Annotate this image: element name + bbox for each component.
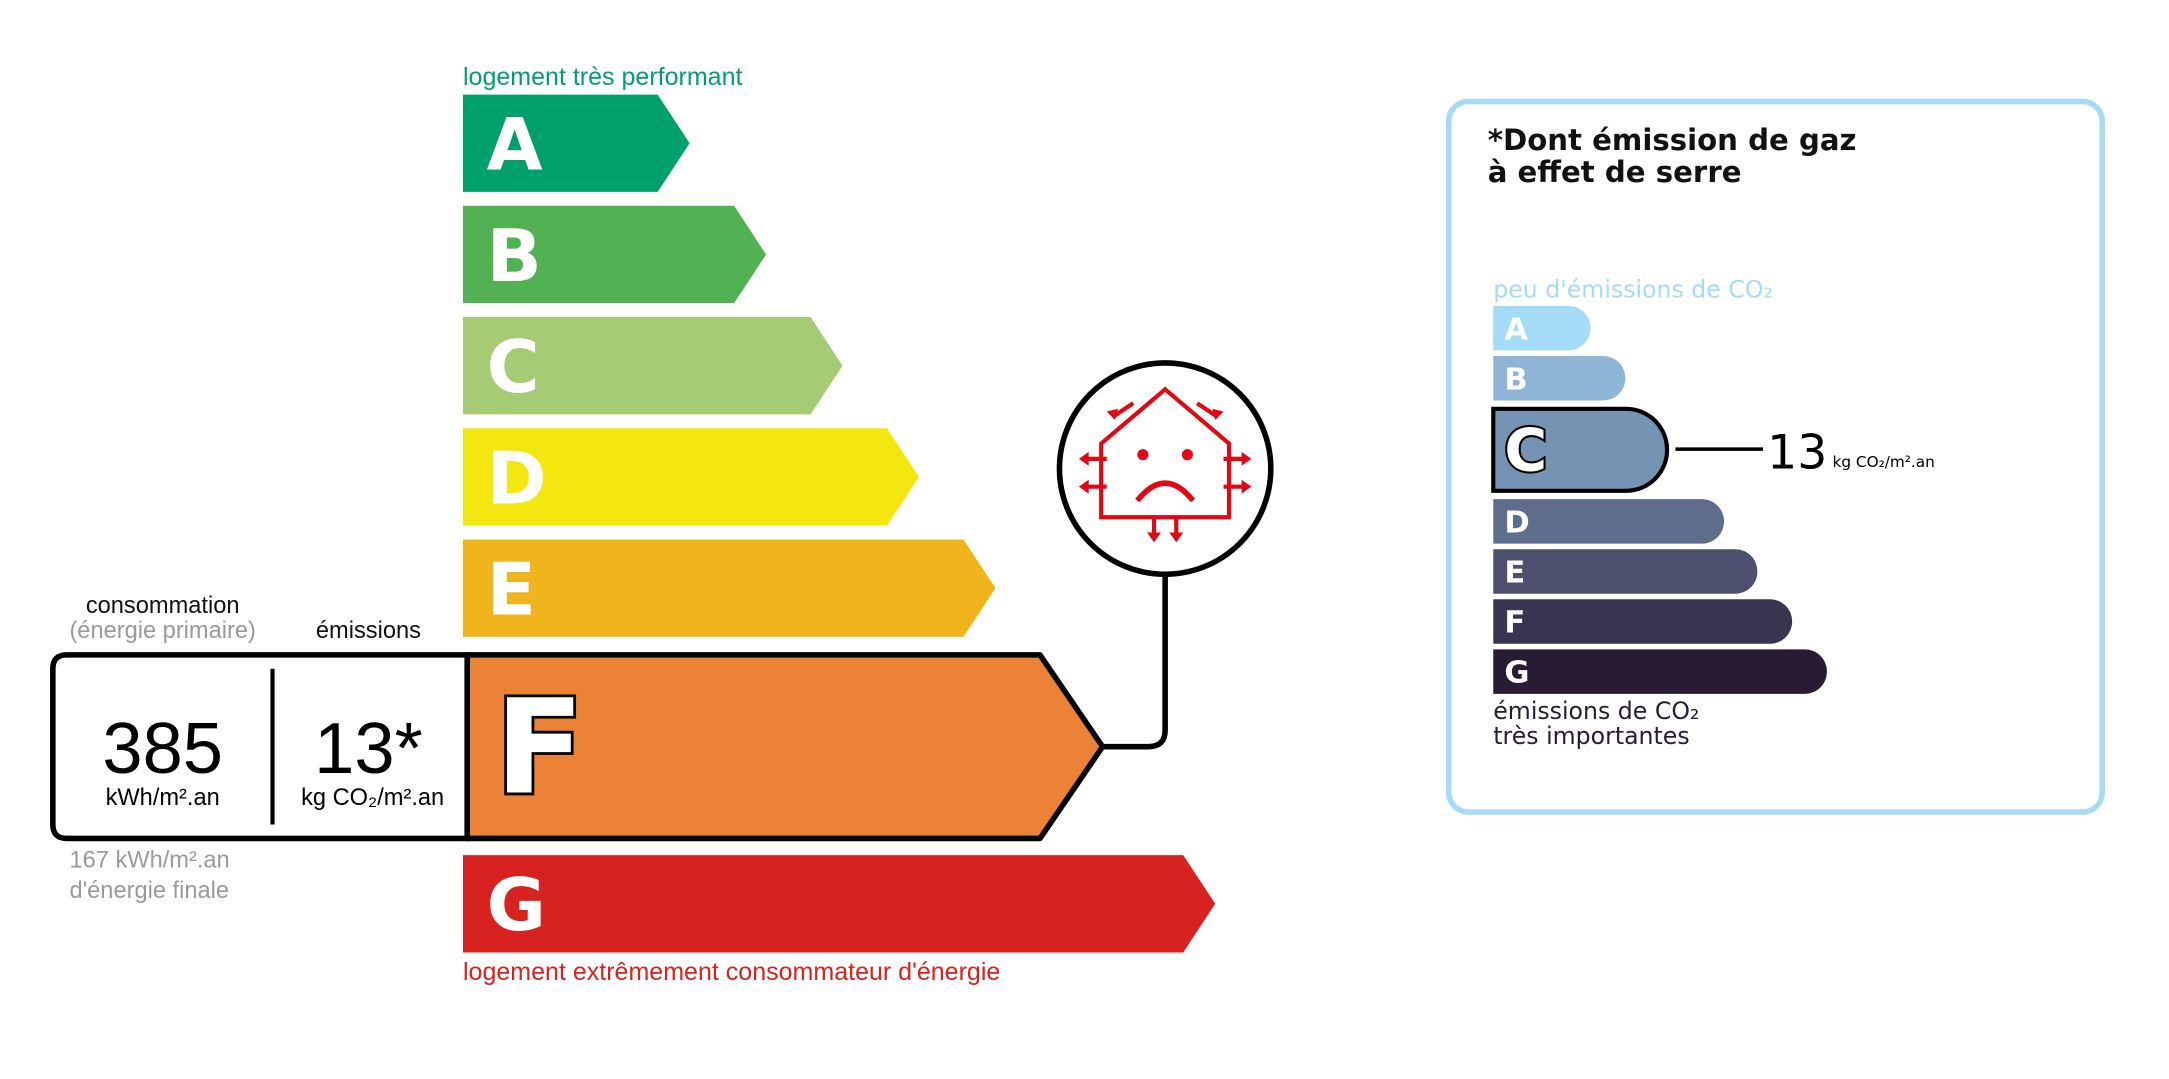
energy-bar xyxy=(462,205,767,304)
emissions-label: émissions xyxy=(316,618,421,644)
energy-bar xyxy=(462,539,996,637)
ghg-bar xyxy=(1493,499,1725,544)
consumption-unit: kWh/m².an xyxy=(106,785,220,811)
energy-letter: B xyxy=(487,215,542,299)
ghg-class-a: A xyxy=(1493,305,1591,351)
energy-letter: E xyxy=(487,549,536,633)
ghg-class-b: B xyxy=(1493,355,1626,401)
ghg-class-f: F xyxy=(1493,599,1793,644)
energy-letter: D xyxy=(487,437,547,521)
emissions-value: 13* xyxy=(314,709,423,789)
ghg-bar xyxy=(1493,305,1591,351)
ghg-bar xyxy=(1493,355,1626,401)
emissions-unit: kg CO₂/m².an xyxy=(301,785,444,811)
ghg-letter: C xyxy=(1504,417,1547,485)
ghg-bar xyxy=(1493,649,1827,694)
ghg-unit: kg CO₂/m².an xyxy=(1833,453,1935,471)
energy-letter: C xyxy=(487,326,540,410)
ghg-bar xyxy=(1493,549,1758,594)
ghg-letter: F xyxy=(1504,606,1525,641)
energy-class-d: D xyxy=(462,428,920,526)
final-energy-value: 167 kWh/m².an xyxy=(70,848,230,874)
ghg-top-label: peu d'émissions de CO₂ xyxy=(1493,276,1773,304)
ghg-value: 13 xyxy=(1767,426,1827,481)
ghg-letter: B xyxy=(1504,362,1527,397)
final-energy-label: d'énergie finale xyxy=(70,878,230,904)
ghg-letter: D xyxy=(1504,506,1529,541)
energy-letter: A xyxy=(487,104,543,188)
ghg-letter: E xyxy=(1504,556,1525,591)
energy-top-label: logement très performant xyxy=(463,63,743,91)
energy-class-g: G xyxy=(462,855,1216,953)
ghg-letter: A xyxy=(1504,312,1528,347)
ghg-title-line2: à effet de serre xyxy=(1488,155,1742,189)
energy-bottom-label: logement extrêmement consommateur d'éner… xyxy=(463,958,1000,986)
house-heat-loss-sad-icon xyxy=(1056,360,1274,578)
energy-bar xyxy=(462,317,843,415)
energy-class-c: C xyxy=(462,317,843,415)
energy-bar xyxy=(462,855,1216,953)
energy-bar xyxy=(462,94,690,192)
values-box xyxy=(50,652,470,842)
ghg-class-c: C xyxy=(1491,406,1670,493)
icon-connector xyxy=(1102,574,1168,750)
ghg-bar xyxy=(1493,599,1793,644)
ghg-letter: G xyxy=(1504,656,1529,691)
ghg-class-e: E xyxy=(1493,549,1758,594)
consumption-label: consommation xyxy=(86,593,240,619)
ghg-class-d: D xyxy=(1493,499,1725,544)
energy-letter: F xyxy=(495,672,584,824)
energy-letter: G xyxy=(487,864,546,948)
consumption-value: 385 xyxy=(102,709,223,789)
ghg-bar xyxy=(1491,406,1670,493)
energy-class-a: A xyxy=(462,94,690,192)
ghg-bottom-label-line1: émissions de CO₂ xyxy=(1493,697,1699,725)
energy-class-b: B xyxy=(462,205,767,304)
energy-class-f: F xyxy=(464,652,1106,842)
energy-bar xyxy=(462,428,920,526)
ghg-title-line1: *Dont émission de gaz xyxy=(1488,123,1857,157)
consumption-sublabel: (énergie primaire) xyxy=(69,618,255,644)
energy-class-e: E xyxy=(462,539,996,637)
ghg-class-g: G xyxy=(1493,649,1827,694)
ghg-bottom-label-line2: très importantes xyxy=(1493,722,1689,750)
